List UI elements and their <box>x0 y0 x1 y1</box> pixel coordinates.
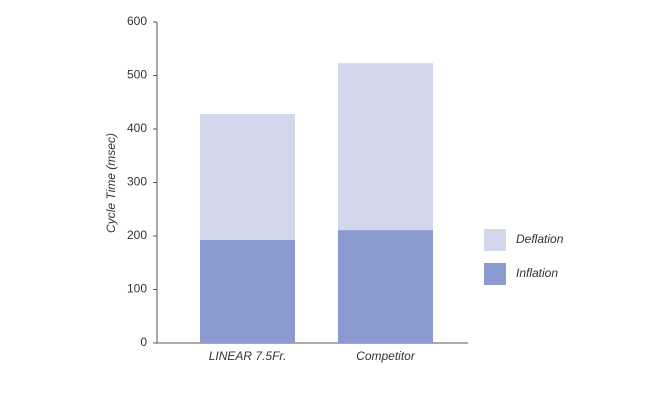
y-axis-label: Cycle Time (msec) <box>104 133 118 233</box>
x-tick-label: LINEAR 7.5Fr. <box>209 349 287 363</box>
y-tick-label: 500 <box>127 68 147 82</box>
y-tick-label: 100 <box>127 282 147 296</box>
legend-label: Deflation <box>516 232 564 246</box>
bar-segment <box>200 114 295 240</box>
y-tick-label: 0 <box>140 335 147 349</box>
bar-segment <box>338 230 433 343</box>
y-tick-label: 400 <box>127 121 147 135</box>
legend-swatch <box>484 263 506 285</box>
legend-label: Inflation <box>516 266 558 280</box>
bar-segment <box>338 63 433 231</box>
y-tick-label: 300 <box>127 175 147 189</box>
bar-segment <box>200 239 295 343</box>
x-tick-label: Competitor <box>356 349 416 363</box>
legend-swatch <box>484 229 506 251</box>
y-tick-label: 600 <box>127 14 147 28</box>
y-tick-label: 200 <box>127 228 147 242</box>
